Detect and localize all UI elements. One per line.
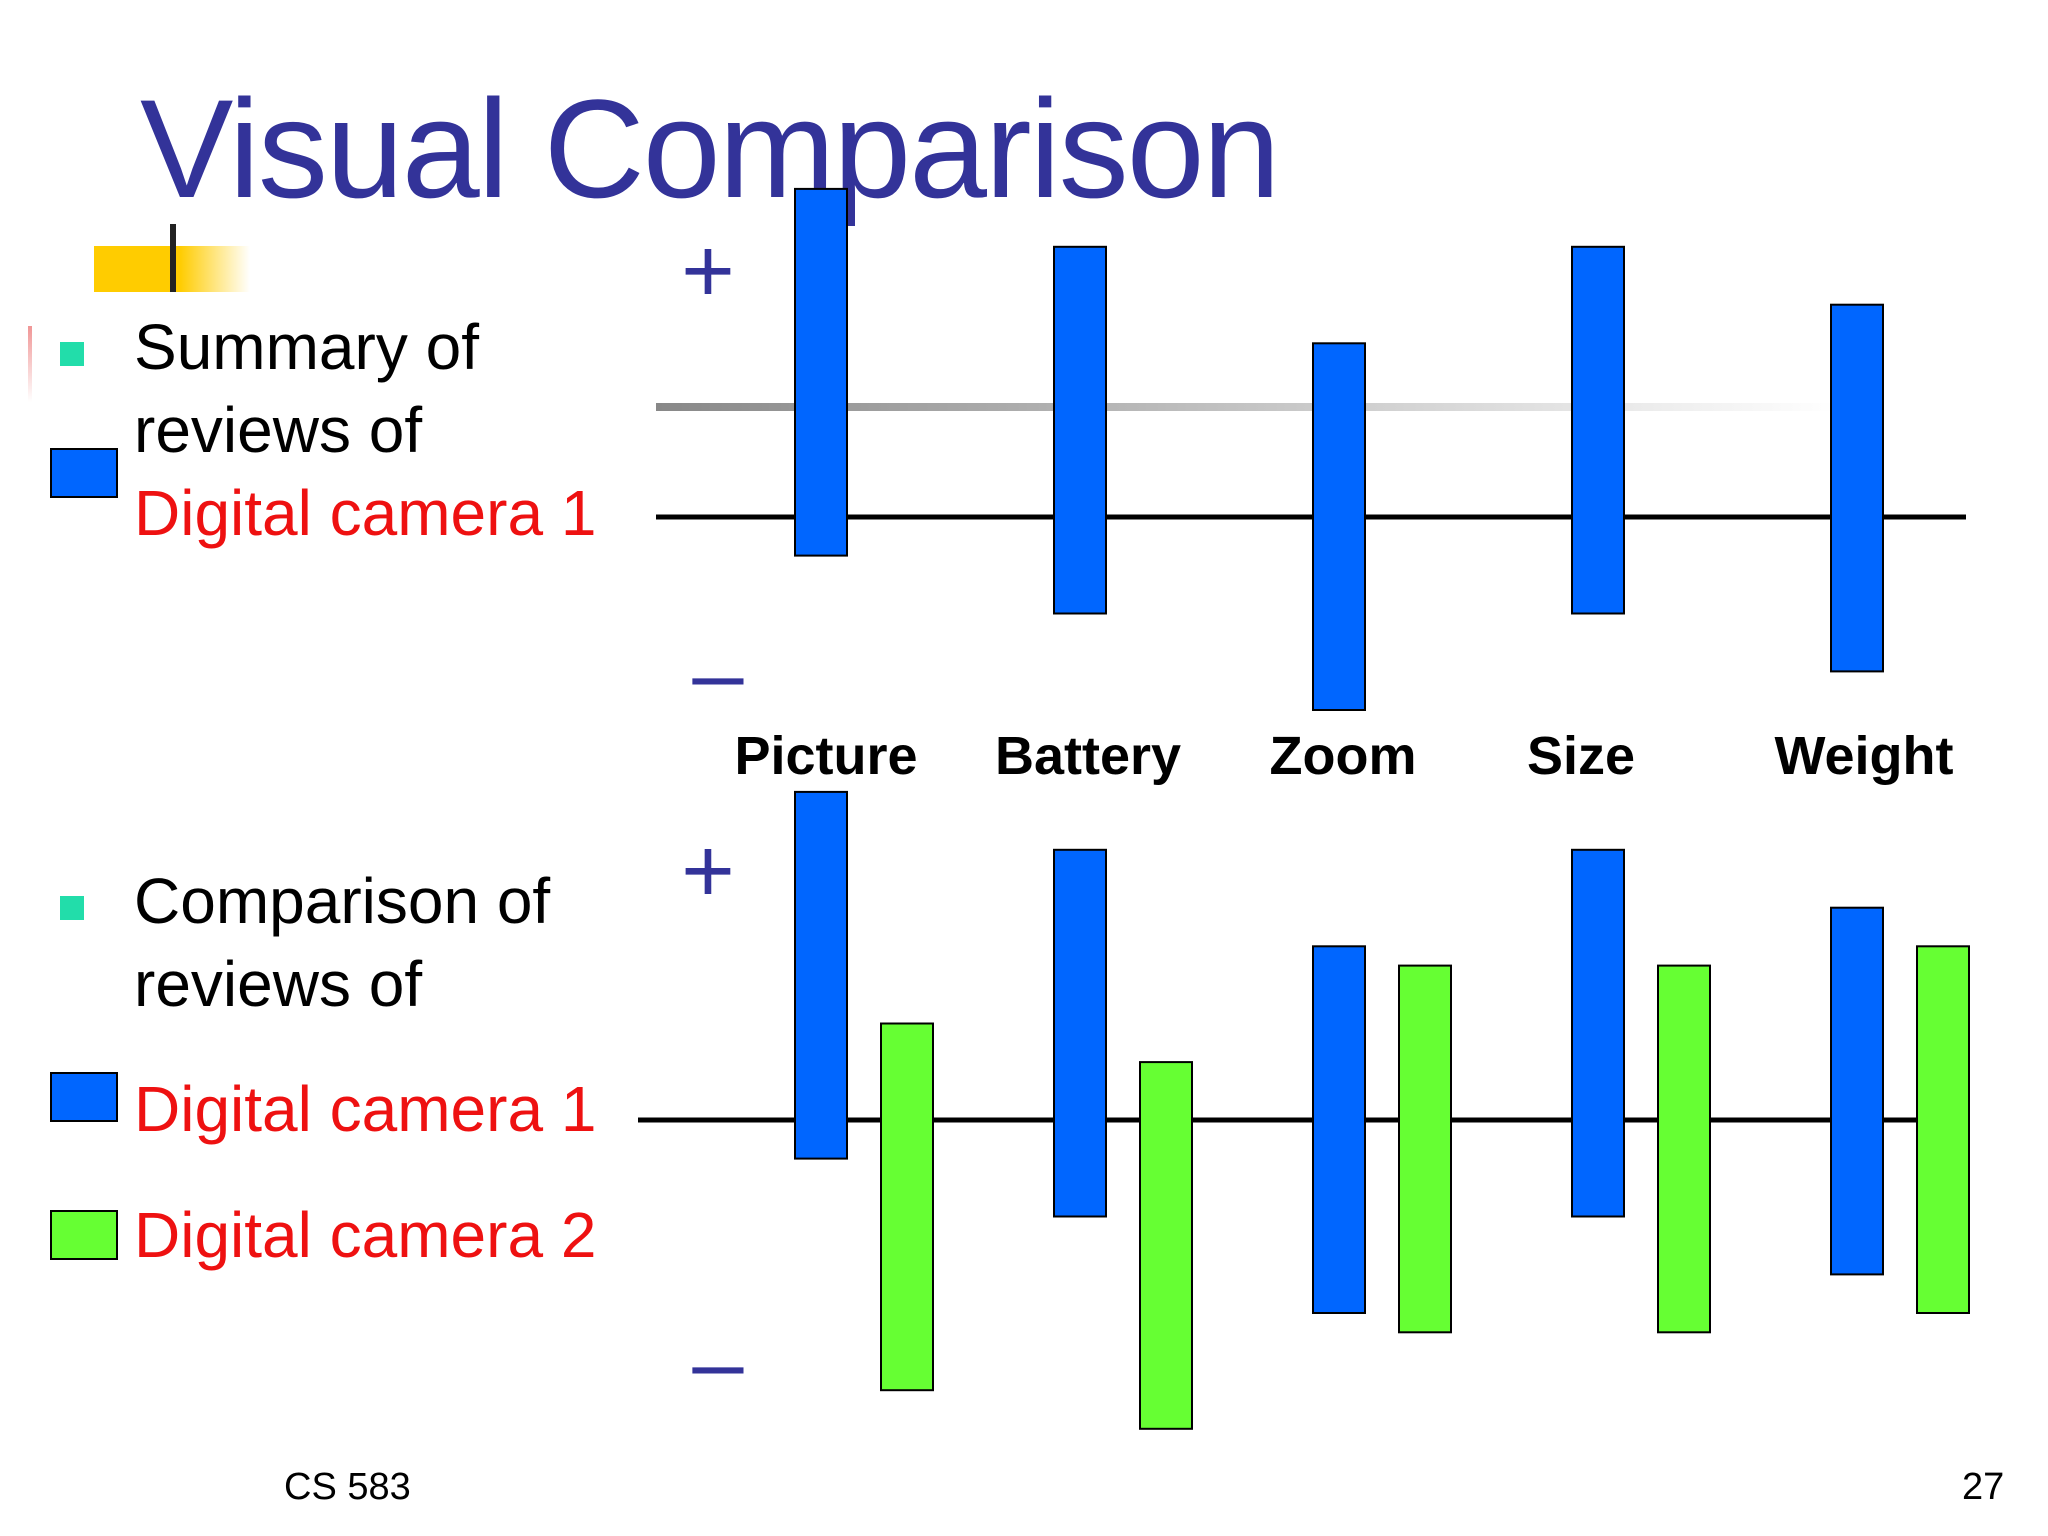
section2-line1: Comparison of <box>134 865 551 937</box>
chart2-bar-battery-camera2 <box>1139 1061 1193 1430</box>
decorative-red-mark <box>28 326 32 402</box>
category-label-size: Size <box>1527 726 1635 786</box>
legend-swatch-camera2 <box>50 1210 118 1260</box>
chart1-plus-label: + <box>681 220 735 322</box>
footer-page-number: 27 <box>1962 1466 2005 1508</box>
chart2-bar-weight-camera2 <box>1916 945 1970 1314</box>
chart1-bar-weight-camera1 <box>1830 303 1884 673</box>
chart2-bar-zoom-camera1 <box>1312 945 1366 1314</box>
bullet-icon <box>60 896 84 920</box>
slide-title: Visual Comparison <box>140 70 1280 227</box>
section2-camera2-label: Digital camera 2 <box>134 1199 597 1271</box>
chart2-bar-battery-camera1 <box>1053 848 1107 1218</box>
chart2-bar-picture-camera2 <box>880 1022 934 1392</box>
legend-swatch-camera1 <box>50 448 118 498</box>
chart2-bar-zoom-camera2 <box>1398 964 1452 1334</box>
category-label-picture: Picture <box>734 726 917 786</box>
chart2-bar-picture-camera1 <box>794 790 848 1160</box>
chart1-bar-battery-camera1 <box>1053 245 1107 615</box>
chart1-bar-zoom-camera1 <box>1312 342 1366 711</box>
section1-line2: reviews of <box>134 394 423 466</box>
title-accent-tick <box>170 224 176 292</box>
section1-camera-label: Digital camera 1 <box>134 477 597 549</box>
section2-line2: reviews of <box>134 948 423 1020</box>
chart1-fade-line <box>656 403 1836 411</box>
chart2-bar-weight-camera1 <box>1830 906 1884 1276</box>
chart2-minus-label: – <box>692 1312 744 1414</box>
category-label-weight: Weight <box>1775 726 1954 786</box>
section1-line1: Summary of <box>134 311 479 383</box>
chart1-minus-label: – <box>692 623 744 725</box>
chart2-bar-size-camera1 <box>1571 848 1625 1218</box>
category-label-zoom: Zoom <box>1270 726 1417 786</box>
chart2-plus-label: + <box>681 820 735 922</box>
chart2-bar-size-camera2 <box>1657 964 1711 1334</box>
category-label-battery: Battery <box>995 726 1181 786</box>
bullet-icon <box>60 342 84 366</box>
legend-swatch-camera1 <box>50 1072 118 1122</box>
footer-course: CS 583 <box>284 1466 411 1508</box>
chart1-bar-size-camera1 <box>1571 245 1625 615</box>
section2-camera1-label: Digital camera 1 <box>134 1073 597 1145</box>
chart1-bar-picture-camera1 <box>794 187 848 557</box>
